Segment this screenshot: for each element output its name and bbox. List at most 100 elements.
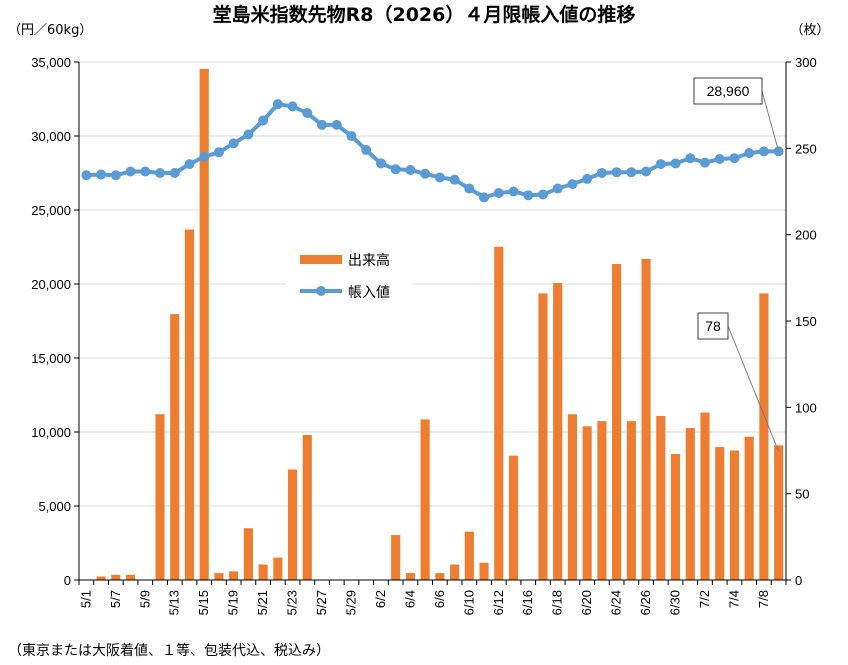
line-point-settlement: [140, 166, 151, 177]
legend-marker-settlement: [316, 286, 326, 296]
right-tick-label: 300: [795, 55, 817, 70]
legend-label-settlement: 帳入値: [348, 285, 390, 301]
legend: 出来高 帳入値: [286, 243, 412, 307]
bar-volume: [391, 535, 401, 580]
bar-volume: [700, 412, 710, 580]
line-point-settlement: [626, 167, 637, 178]
left-tick-label: 0: [64, 573, 71, 588]
bar-series-volume: [96, 68, 784, 580]
x-tick-label: 5/21: [255, 590, 270, 615]
bar-volume: [214, 573, 224, 580]
line-point-settlement: [258, 115, 269, 126]
bar-volume: [184, 229, 195, 580]
x-tick-label: 6/2: [373, 590, 388, 608]
bar-volume: [302, 434, 312, 580]
bar-volume: [582, 426, 592, 580]
right-axis-unit: （枚）: [790, 23, 829, 38]
bar-volume: [641, 258, 651, 580]
line-point-settlement: [317, 119, 328, 130]
line-point-settlement: [596, 168, 607, 178]
x-tick-label: 6/6: [432, 590, 447, 608]
line-point-settlement: [199, 151, 210, 162]
bar-volume: [243, 528, 253, 580]
callout-label: 78: [705, 318, 721, 334]
line-point-settlement: [125, 166, 136, 177]
x-tick-label: 5/15: [196, 590, 211, 615]
callout-leader: [727, 325, 780, 452]
line-point-settlement: [405, 165, 416, 176]
bar-volume: [273, 557, 283, 580]
x-tick-label: 7/8: [756, 590, 771, 608]
x-tick-label: 6/18: [550, 590, 565, 615]
bar-volume: [759, 293, 769, 580]
line-point-settlement: [213, 147, 224, 158]
line-point-settlement: [110, 170, 121, 181]
line-point-settlement: [611, 167, 622, 178]
line-point-settlement: [670, 158, 681, 169]
bar-volume: [96, 576, 106, 580]
callout-box: [693, 77, 763, 105]
line-point-settlement: [655, 159, 666, 170]
bar-volume: [199, 68, 209, 580]
line-point-settlement: [420, 168, 431, 179]
line-point-settlement: [537, 189, 548, 200]
x-tick-label: 5/7: [108, 590, 123, 608]
axes: [74, 61, 791, 585]
bar-volume: [435, 573, 445, 580]
line-series-settlement: [81, 99, 784, 203]
legend-label-volume: 出来高: [348, 252, 390, 269]
bar-volume: [612, 264, 622, 580]
line-point-settlement: [464, 183, 475, 194]
line-point-settlement: [155, 168, 166, 178]
left-tick-label: 15,000: [31, 351, 71, 366]
bar-volume: [715, 447, 725, 580]
bar-volume: [508, 455, 519, 580]
left-tick-label: 35,000: [31, 55, 71, 70]
line-point-settlement: [744, 148, 755, 159]
line-point-settlement: [508, 186, 519, 197]
line-point-settlement: [685, 153, 696, 164]
bar-volume: [729, 450, 740, 580]
left-tick-label: 5,000: [38, 499, 71, 514]
line-point-settlement: [567, 179, 578, 190]
line-point-settlement: [479, 192, 490, 203]
line-point-settlement: [729, 153, 740, 164]
line-point-settlement: [699, 157, 710, 168]
line-point-settlement: [390, 164, 401, 175]
bar-volume: [464, 531, 474, 580]
x-tick-label: 5/13: [167, 590, 182, 615]
callout-leader: [761, 90, 780, 152]
left-tick-label: 25,000: [31, 203, 71, 218]
line-point-settlement: [714, 153, 725, 164]
bar-volume: [774, 445, 784, 580]
x-tick-label: 6/16: [520, 590, 535, 615]
chart-title: 堂島米指数先物R8（2026）４月限帳入値の推移: [213, 3, 636, 26]
x-tick-label: 5/9: [137, 590, 152, 608]
left-axis-unit: （円／60kg）: [8, 23, 92, 38]
bar-volume: [553, 283, 563, 580]
x-tick-label: 5/27: [314, 590, 329, 615]
right-tick-label: 150: [795, 314, 817, 329]
bar-volume: [258, 564, 268, 580]
line-point-settlement: [582, 173, 593, 184]
bar-volume: [626, 421, 636, 580]
left-tick-label: 30,000: [31, 129, 71, 144]
bar-volume: [170, 314, 180, 580]
callout-box: [697, 312, 729, 340]
bar-volume: [420, 419, 430, 580]
bar-volume: [656, 415, 666, 580]
bar-volume: [405, 573, 415, 580]
line-point-settlement: [552, 183, 563, 194]
line-point-settlement: [434, 172, 445, 183]
bar-volume: [288, 469, 298, 580]
line-point-settlement: [184, 159, 195, 170]
line-point-settlement: [81, 170, 92, 181]
line-point-settlement: [96, 169, 107, 180]
x-tick-label: 5/19: [226, 590, 241, 615]
bar-volume: [450, 564, 460, 580]
bar-volume: [494, 246, 504, 580]
bar-volume: [597, 421, 607, 580]
line-point-settlement: [169, 168, 180, 178]
line-point-settlement: [272, 99, 283, 110]
right-tick-label: 200: [795, 228, 817, 243]
